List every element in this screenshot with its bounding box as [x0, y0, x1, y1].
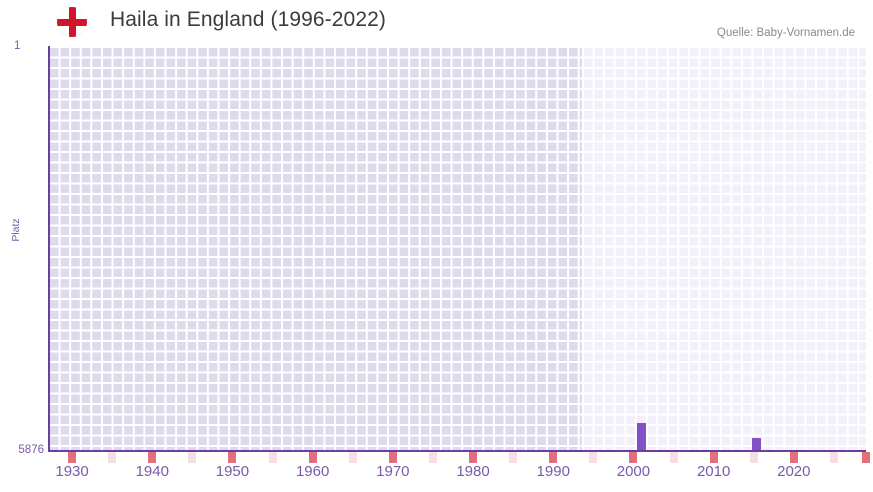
- x-tick-label-1950: 1950: [215, 463, 250, 480]
- x-tick-mark-minor-1945: [188, 452, 197, 463]
- plot-area: [48, 46, 866, 450]
- x-tick-mark-major-2000: [629, 452, 638, 463]
- x-tick-label-2000: 2000: [616, 463, 651, 480]
- x-tick-label-1990: 1990: [536, 463, 570, 480]
- y-tick-label-top: 1: [14, 40, 21, 52]
- x-tick-mark-minor-1975: [428, 452, 437, 463]
- england-flag-icon: [57, 7, 87, 37]
- flag-cross-vertical: [68, 7, 76, 37]
- bar-2001[interactable]: [637, 423, 646, 450]
- x-tick-label-2010: 2010: [696, 463, 731, 480]
- x-tick-mark-major-1960: [308, 452, 317, 463]
- x-tick-mark-minor-1955: [268, 452, 277, 463]
- x-tick-label-1960: 1960: [295, 463, 330, 480]
- x-tick-mark-minor-1985: [509, 452, 518, 463]
- x-tick-mark-major-2020: [789, 452, 798, 463]
- x-axis-line: [48, 450, 866, 452]
- y-tick-label-bottom: 5876: [18, 444, 44, 456]
- x-tick-mark-major-1930: [68, 452, 77, 463]
- y-axis-line: [48, 46, 50, 451]
- chart-header: Haila in England (1996-2022) Quelle: Bab…: [0, 0, 873, 44]
- x-tick-mark-minor-2025: [829, 452, 838, 463]
- x-tick-label-1970: 1970: [376, 463, 410, 480]
- x-tick-label-2020: 2020: [777, 463, 811, 480]
- x-tick-mark-minor-1965: [348, 452, 357, 463]
- x-tick-mark-major-1950: [228, 452, 237, 463]
- source-attribution: Quelle: Baby-Vornamen.de: [716, 27, 855, 39]
- x-tick-mark-major-1940: [148, 452, 157, 463]
- x-tick-label-1940: 1940: [135, 463, 169, 480]
- x-tick-mark-minor-2005: [669, 452, 678, 463]
- grid-historic-period: [48, 46, 582, 450]
- x-tick-mark-major-1980: [469, 452, 478, 463]
- x-tick-mark-minor-1935: [108, 452, 117, 463]
- x-tick-label-1980: 1980: [456, 463, 490, 480]
- x-tick-mark-minor-1995: [589, 452, 598, 463]
- page-title: Haila in England (1996-2022): [110, 8, 386, 31]
- x-tick-mark-major-2029: [862, 452, 870, 463]
- x-tick-label-1930: 1930: [55, 463, 89, 480]
- x-tick-mark-major-2010: [709, 452, 718, 463]
- x-tick-mark-minor-2015: [749, 452, 758, 463]
- grid-data-period: [582, 46, 866, 450]
- x-tick-mark-major-1990: [549, 452, 558, 463]
- y-axis-label: Platz: [10, 218, 22, 242]
- bar-2015[interactable]: [752, 438, 761, 450]
- x-tick-mark-major-1970: [388, 452, 397, 463]
